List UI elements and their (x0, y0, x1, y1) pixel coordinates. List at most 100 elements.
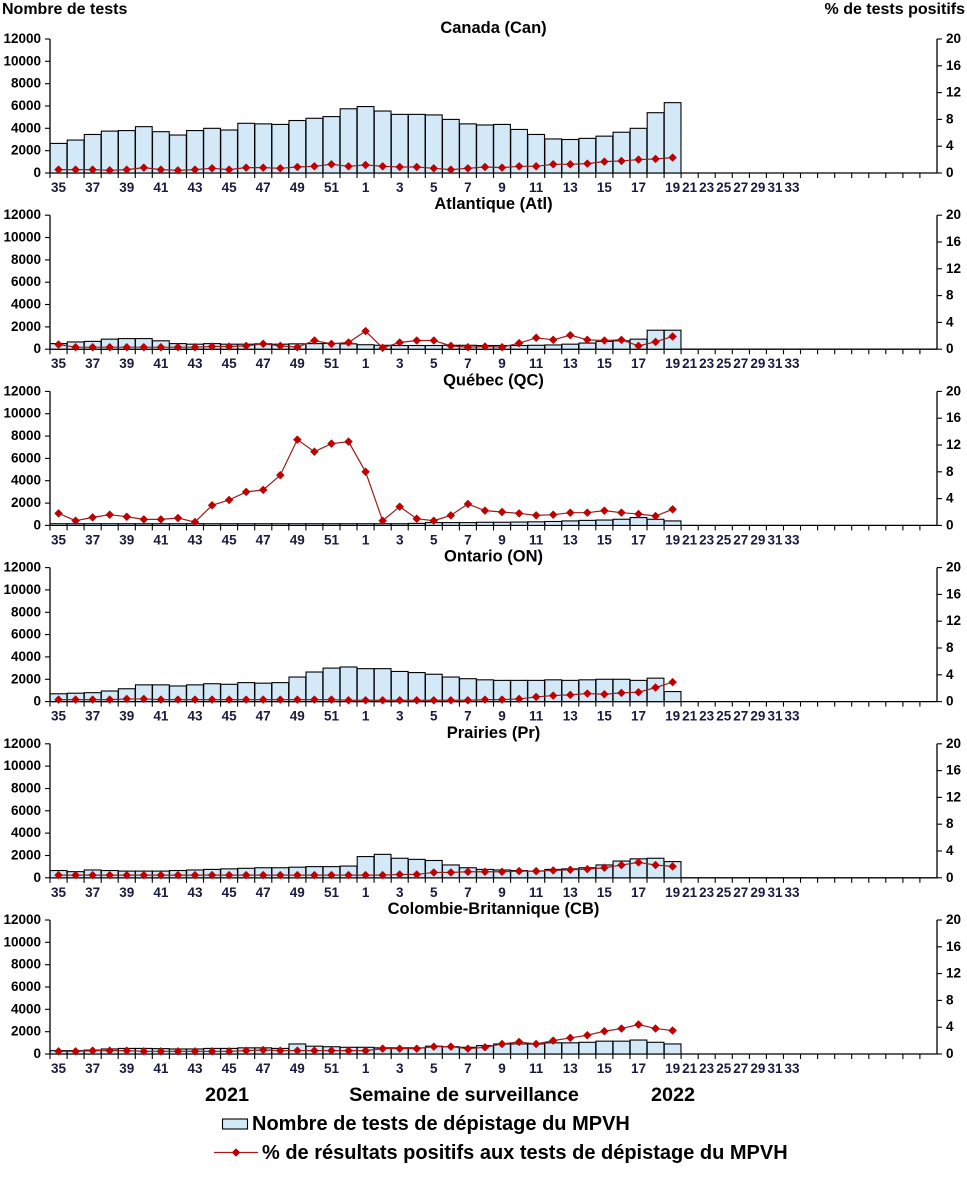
svg-text:0: 0 (33, 165, 41, 180)
svg-text:43: 43 (187, 709, 203, 724)
svg-text:17: 17 (631, 1061, 646, 1076)
svg-text:2022: 2022 (651, 1084, 695, 1106)
svg-text:0: 0 (946, 517, 954, 532)
svg-text:8: 8 (946, 464, 954, 479)
svg-text:13: 13 (563, 356, 579, 371)
svg-text:12: 12 (946, 966, 961, 981)
svg-text:33: 33 (784, 1061, 800, 1076)
svg-text:25: 25 (716, 1061, 732, 1076)
svg-text:20: 20 (946, 383, 961, 398)
svg-text:8: 8 (946, 816, 954, 831)
svg-text:23: 23 (699, 532, 715, 547)
svg-text:51: 51 (324, 1061, 340, 1076)
svg-text:29: 29 (750, 709, 765, 724)
svg-text:5: 5 (430, 180, 438, 195)
svg-text:10000: 10000 (3, 406, 41, 421)
svg-text:21: 21 (682, 885, 698, 900)
svg-text:17: 17 (631, 180, 646, 195)
svg-text:47: 47 (256, 709, 271, 724)
svg-text:2000: 2000 (11, 143, 41, 158)
svg-text:12: 12 (946, 437, 961, 452)
svg-text:51: 51 (324, 180, 340, 195)
svg-text:16: 16 (946, 58, 962, 73)
svg-text:39: 39 (119, 709, 134, 724)
svg-text:37: 37 (85, 532, 100, 547)
svg-text:51: 51 (324, 885, 340, 900)
svg-text:25: 25 (716, 356, 732, 371)
svg-text:0: 0 (33, 1046, 41, 1061)
svg-text:27: 27 (733, 180, 748, 195)
svg-text:0: 0 (946, 165, 954, 180)
svg-text:1: 1 (362, 180, 370, 195)
svg-text:33: 33 (784, 356, 800, 371)
svg-text:6000: 6000 (11, 627, 41, 642)
svg-text:37: 37 (85, 180, 100, 195)
svg-text:3: 3 (396, 356, 404, 371)
svg-text:41: 41 (153, 885, 169, 900)
svg-text:9: 9 (498, 180, 506, 195)
svg-text:Atlantique (Atl): Atlantique (Atl) (434, 195, 552, 213)
svg-text:33: 33 (784, 709, 800, 724)
svg-text:4: 4 (946, 843, 954, 858)
svg-text:11: 11 (529, 709, 544, 724)
svg-text:7: 7 (464, 532, 472, 547)
svg-text:23: 23 (699, 709, 715, 724)
svg-text:39: 39 (119, 532, 134, 547)
svg-text:33: 33 (784, 885, 800, 900)
svg-text:19: 19 (665, 709, 680, 724)
svg-text:45: 45 (222, 709, 238, 724)
svg-text:25: 25 (716, 885, 732, 900)
svg-text:0: 0 (33, 870, 41, 885)
svg-text:49: 49 (290, 885, 305, 900)
svg-text:27: 27 (733, 885, 748, 900)
svg-text:12: 12 (946, 789, 961, 804)
svg-text:8000: 8000 (11, 957, 41, 972)
svg-text:27: 27 (733, 709, 748, 724)
svg-text:29: 29 (750, 1061, 765, 1076)
svg-text:11: 11 (529, 356, 544, 371)
svg-text:8000: 8000 (11, 252, 41, 267)
svg-text:31: 31 (767, 709, 783, 724)
svg-text:51: 51 (324, 532, 340, 547)
svg-text:3: 3 (396, 1061, 404, 1076)
svg-text:23: 23 (699, 180, 715, 195)
svg-text:9: 9 (498, 1061, 506, 1076)
svg-text:21: 21 (682, 356, 698, 371)
svg-text:43: 43 (187, 180, 203, 195)
svg-text:4000: 4000 (11, 297, 41, 312)
svg-text:13: 13 (563, 1061, 579, 1076)
svg-text:45: 45 (222, 885, 238, 900)
svg-text:51: 51 (324, 356, 340, 371)
svg-text:Québec (QC): Québec (QC) (443, 371, 544, 389)
svg-text:19: 19 (665, 532, 680, 547)
svg-text:47: 47 (256, 180, 271, 195)
svg-text:19: 19 (665, 356, 680, 371)
svg-text:21: 21 (682, 709, 698, 724)
svg-text:10000: 10000 (3, 582, 41, 597)
svg-text:33: 33 (784, 180, 800, 195)
svg-text:37: 37 (85, 1061, 100, 1076)
svg-text:45: 45 (222, 532, 238, 547)
svg-text:47: 47 (256, 532, 271, 547)
svg-text:4: 4 (946, 1019, 954, 1034)
svg-text:% de résultats positifs aux te: % de résultats positifs aux tests de dép… (262, 1142, 788, 1164)
svg-text:16: 16 (946, 410, 962, 425)
svg-text:41: 41 (153, 709, 169, 724)
svg-text:39: 39 (119, 180, 134, 195)
svg-text:8000: 8000 (11, 76, 41, 91)
svg-text:39: 39 (119, 1061, 134, 1076)
svg-text:43: 43 (187, 356, 203, 371)
svg-text:15: 15 (597, 709, 613, 724)
svg-text:Nombre de tests de dépistage d: Nombre de tests de dépistage du MPVH (252, 1113, 630, 1135)
svg-text:15: 15 (597, 885, 613, 900)
svg-text:9: 9 (498, 885, 506, 900)
svg-text:0: 0 (33, 341, 41, 356)
svg-text:Colombie-Britannique (CB): Colombie-Britannique (CB) (388, 900, 600, 918)
svg-text:Ontario (ON): Ontario (ON) (444, 548, 543, 566)
svg-text:3: 3 (396, 180, 404, 195)
svg-text:9: 9 (498, 709, 506, 724)
svg-text:0: 0 (946, 694, 954, 709)
svg-text:17: 17 (631, 709, 646, 724)
svg-text:29: 29 (750, 885, 765, 900)
svg-text:45: 45 (222, 1061, 238, 1076)
